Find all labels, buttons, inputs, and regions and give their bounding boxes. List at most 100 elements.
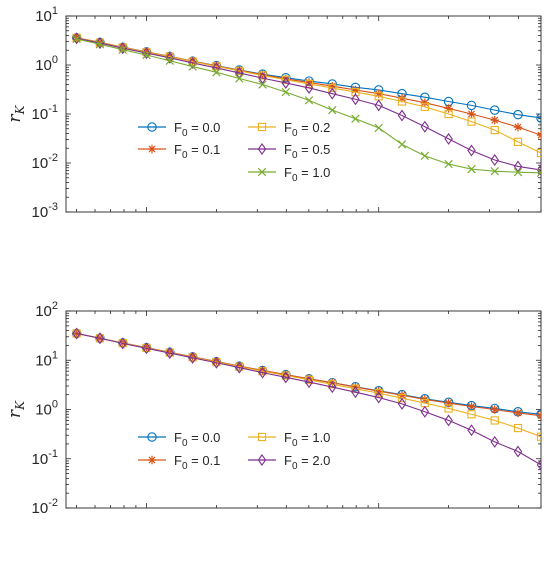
data-point-F0-2.0: [490, 435, 499, 448]
data-point-F0-0.5: [397, 109, 407, 122]
y-tick-label: 100: [35, 54, 58, 74]
data-point-F0-2.0: [351, 386, 360, 399]
data-point-F0-1.0: [536, 168, 541, 178]
y-tick-exponent: 1: [52, 5, 58, 17]
data-point-F0-1.0: [513, 423, 523, 433]
y-tick-exponent: 2: [52, 300, 58, 312]
data-point-F0-0.0: [513, 109, 523, 120]
data-point-F0-1.0: [281, 87, 291, 97]
legend-marker: [257, 122, 267, 132]
data-point-F0-0.5: [328, 87, 337, 100]
data-point-F0-0.2: [351, 87, 360, 97]
data-point-F0-0.1: [467, 109, 476, 119]
data-point-F0-0.5: [165, 51, 175, 64]
data-point-F0-0.1: [374, 387, 383, 396]
data-point-F0-2.0: [397, 397, 407, 410]
legend-marker: [147, 144, 157, 154]
legend: F0 = 0.0F0 = 0.1F0 = 1.0F0 = 2.0: [138, 430, 330, 472]
data-point-F0-0.1: [351, 85, 360, 95]
y-tick-exponent: -1: [48, 448, 58, 460]
data-point-F0-1.0: [95, 40, 105, 49]
legend: F0 = 0.0F0 = 0.1F0 = 0.2F0 = 0.5F0 = 1.0: [138, 120, 330, 184]
data-point-F0-0.1: [281, 370, 291, 379]
legend-label: F0 = 0.5: [284, 142, 330, 161]
data-point-F0-0.1: [536, 130, 541, 140]
y-tick-label: 10-1: [32, 103, 58, 123]
legend-marker: [257, 167, 267, 177]
data-point-F0-1.0: [397, 140, 407, 149]
legend-item-F0-2.0: F0 = 2.0: [248, 453, 330, 472]
data-point-F0-1.0: [467, 164, 476, 174]
data-point-F0-0.1: [258, 70, 267, 80]
y-tick-base: 10: [32, 451, 49, 468]
y-axis-label-subscript: K: [13, 400, 27, 411]
y-tick-base: 10: [32, 204, 49, 221]
legend-separator: =: [298, 165, 313, 180]
data-point-F0-1.0: [235, 74, 244, 83]
legend-subscript: 0: [182, 150, 188, 161]
legend-value: 1.0: [312, 165, 330, 180]
data-point-F0-0.2: [444, 109, 453, 119]
data-point-F0-0.0: [466, 100, 477, 111]
data-point-F0-0.1: [467, 402, 476, 411]
data-point-F0-1.0: [397, 394, 407, 403]
data-point-F0-0.1: [281, 74, 291, 84]
legend-separator: =: [298, 453, 313, 468]
data-point-F0-0.5: [420, 120, 430, 133]
legend-item-F0-0.1: F0 = 0.1: [138, 453, 220, 472]
y-tick-base: 10: [35, 8, 52, 25]
y-tick-label: 10-1: [32, 448, 58, 468]
data-point-F0-0.2: [467, 117, 476, 126]
legend-prefix: F: [174, 453, 182, 468]
legend-value: 0.2: [312, 120, 330, 135]
data-point-F0-0.1: [374, 89, 383, 98]
legend-value: 0.0: [202, 430, 220, 445]
legend-label: F0 = 0.0: [174, 430, 220, 449]
legend-separator: =: [298, 120, 313, 135]
legend-subscript: 0: [292, 461, 298, 472]
data-point-F0-0.1: [444, 104, 453, 113]
y-tick-exponent: -1: [48, 103, 58, 115]
legend-subscript: 0: [292, 150, 298, 161]
legend-prefix: F: [284, 142, 292, 157]
legend-prefix: F: [174, 120, 182, 135]
data-point-F0-0.2: [490, 125, 499, 135]
data-point-F0-2.0: [304, 376, 314, 389]
data-point-F0-0.2: [513, 137, 523, 146]
legend-prefix: F: [174, 430, 182, 445]
y-axis-label: rK: [5, 104, 27, 122]
data-point-F0-1.0: [467, 410, 476, 419]
legend-label: F0 = 0.0: [174, 120, 220, 139]
y-tick-exponent: -3: [48, 201, 58, 213]
legend-prefix: F: [284, 453, 292, 468]
data-point-F0-0.1: [513, 122, 523, 132]
data-point-F0-1.0: [304, 96, 314, 105]
y-tick-exponent: 1: [52, 349, 58, 361]
legend-subscript: 0: [292, 438, 298, 449]
data-point-F0-1.0: [513, 167, 523, 177]
data-point-F0-1.0: [72, 34, 81, 44]
y-tick-label: 102: [35, 300, 58, 320]
data-point-F0-1.0: [165, 56, 175, 65]
legend-item-F0-1.0: F0 = 1.0: [248, 430, 330, 449]
y-tick-base: 10: [35, 352, 52, 369]
legend-item-F0-0.0: F0 = 0.0: [138, 120, 220, 139]
data-point-F0-0.2: [328, 83, 337, 93]
y-tick-base: 10: [35, 303, 52, 320]
legend-value: 0.1: [202, 142, 220, 157]
data-point-F0-0.5: [351, 93, 360, 106]
legend-marker: [147, 432, 157, 442]
data-point-F0-0.1: [490, 405, 499, 414]
legend-item-F0-0.1: F0 = 0.1: [138, 142, 220, 161]
series-group: [71, 327, 541, 471]
y-tick-base: 10: [32, 155, 49, 172]
data-point-F0-0.1: [490, 115, 499, 125]
data-point-F0-0.5: [258, 72, 267, 85]
y-tick-base: 10: [32, 500, 49, 517]
data-point-F0-1.0: [444, 404, 453, 413]
data-point-F0-0.5: [142, 47, 151, 60]
data-point-F0-1.0: [142, 50, 151, 60]
data-point-F0-2.0: [444, 414, 453, 427]
